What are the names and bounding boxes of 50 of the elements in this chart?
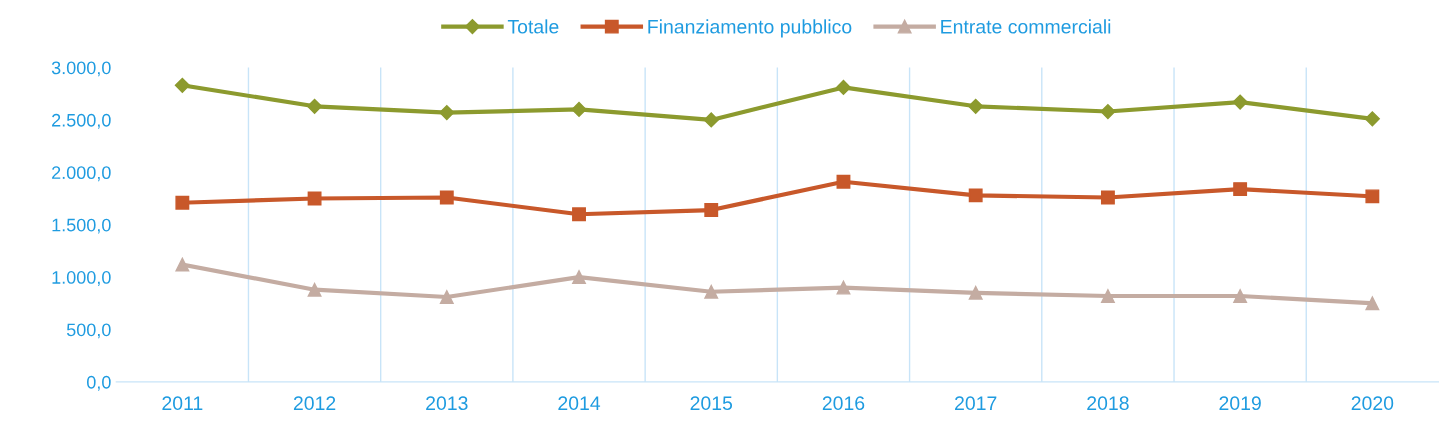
point [1100, 289, 1115, 303]
point [1365, 189, 1380, 204]
x-tick-label: 2018 [1087, 396, 1129, 411]
point [439, 190, 454, 205]
point [175, 195, 190, 210]
x-tick-label: 2014 [558, 396, 601, 411]
point [307, 282, 322, 297]
point [439, 105, 455, 121]
point [1233, 289, 1248, 303]
legend-label: Finanziamento pubblico [648, 19, 852, 38]
x-tick-label: 2015 [690, 396, 733, 411]
y-tick-label: 1.000,0 [52, 271, 111, 286]
point [835, 79, 852, 96]
point [703, 112, 719, 128]
x-tick-label: 2016 [822, 396, 865, 411]
point [175, 257, 190, 272]
point [968, 98, 984, 114]
point [1364, 111, 1380, 127]
x-tick-label: 2020 [1351, 396, 1394, 411]
point [1365, 296, 1380, 311]
point [704, 284, 719, 299]
point [704, 203, 719, 217]
x-tick-label: 2013 [426, 396, 468, 411]
y-tick-label: 0,0 [86, 375, 111, 391]
point [174, 77, 190, 93]
point [836, 174, 851, 189]
point [572, 207, 586, 222]
point [1232, 94, 1248, 110]
legend-label: Totale [507, 19, 559, 34]
point [1233, 182, 1248, 197]
point [836, 280, 851, 295]
x-tick-label: 2017 [955, 396, 997, 411]
y-tick-label: 2.500,0 [52, 113, 111, 129]
legend-label: Entrate commerciali [941, 19, 1111, 34]
y-tick-label: 1.500,0 [52, 218, 111, 234]
point [571, 101, 587, 118]
point [572, 270, 586, 285]
point [1100, 190, 1115, 205]
y-tick-label: 3.000,0 [51, 61, 111, 77]
y-tick-label: 500,0 [66, 323, 111, 339]
point [968, 285, 983, 300]
point [439, 290, 454, 304]
x-tick-label: 2019 [1219, 396, 1261, 411]
point [307, 191, 322, 206]
point [968, 188, 983, 203]
point [1100, 103, 1116, 120]
point [307, 98, 323, 114]
x-tick-label: 2012 [293, 396, 336, 411]
y-tick-label: 2.000,0 [52, 166, 111, 182]
x-tick-label: 2011 [162, 396, 203, 411]
